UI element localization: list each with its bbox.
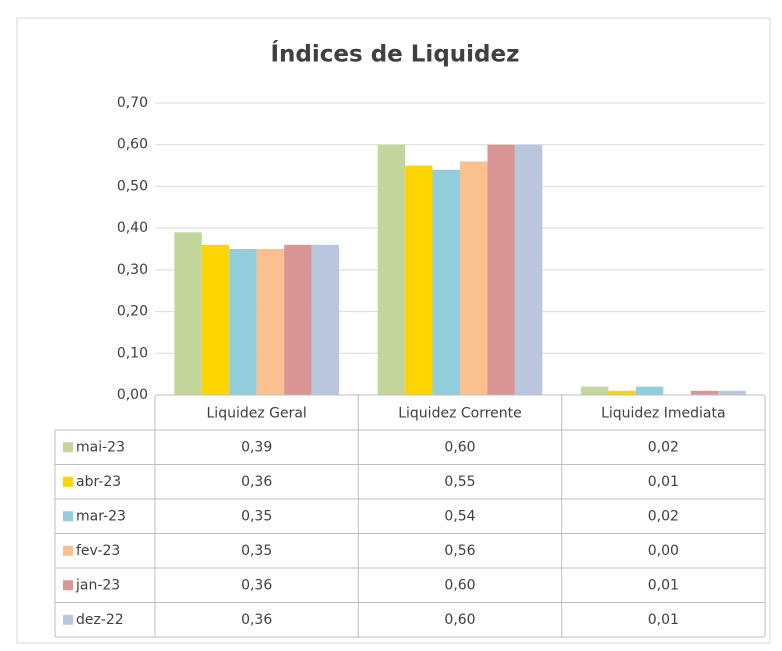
bar	[718, 390, 746, 395]
table-value: 0,60	[444, 612, 475, 628]
y-tick-label: 0,70	[117, 95, 148, 111]
bar	[432, 169, 460, 395]
bar	[690, 390, 719, 395]
table-value: 0,36	[241, 577, 272, 593]
table-value: 0,56	[444, 543, 475, 559]
legend-key	[63, 580, 73, 591]
bar	[174, 232, 202, 395]
bar	[405, 165, 433, 395]
bar	[311, 244, 340, 395]
bar	[201, 244, 230, 395]
y-tick-label: 0,60	[117, 137, 148, 153]
table-value: 0,60	[444, 439, 475, 455]
table-value: 0,02	[648, 439, 679, 455]
legend-key	[63, 442, 73, 453]
bar	[580, 386, 609, 395]
bar	[514, 144, 543, 395]
category-label: Liquidez Corrente	[398, 406, 522, 422]
category-label: Liquidez Geral	[207, 406, 307, 422]
legend-key	[63, 614, 73, 625]
legend-label: dez-22	[76, 612, 124, 628]
bar	[608, 390, 636, 395]
table-value: 0,60	[444, 577, 475, 593]
bar	[256, 249, 285, 395]
y-tick-label: 0,50	[117, 178, 148, 194]
y-tick-label: 0,10	[117, 345, 148, 361]
table-value: 0,01	[648, 577, 679, 593]
table-value: 0,55	[444, 474, 475, 490]
table-value: 0,01	[648, 612, 679, 628]
table-value: 0,35	[241, 543, 272, 559]
bar	[229, 249, 257, 395]
category-label: Liquidez Imediata	[601, 406, 725, 422]
bar	[284, 244, 312, 395]
legend-label: mar-23	[76, 508, 126, 524]
y-tick-label: 0,20	[117, 304, 148, 320]
chart-title: Índices de Liquidez	[271, 40, 520, 68]
legend-key	[63, 511, 73, 522]
table-value: 0,54	[444, 508, 475, 524]
legend-key	[63, 476, 73, 487]
table-value: 0,00	[648, 543, 679, 559]
table-value: 0,02	[648, 508, 679, 524]
y-tick-label: 0,40	[117, 220, 148, 236]
legend-label: fev-23	[76, 543, 120, 559]
y-tick-label: 0,00	[117, 387, 148, 403]
bar	[635, 386, 664, 395]
table-value: 0,35	[241, 508, 272, 524]
legend-key	[63, 545, 73, 556]
table-value: 0,39	[241, 439, 272, 455]
table-value: 0,36	[241, 612, 272, 628]
table-value: 0,36	[241, 474, 272, 490]
legend-label: mai-23	[76, 439, 125, 455]
bar	[460, 161, 488, 395]
legend-label: jan-23	[75, 577, 120, 593]
table-value: 0,01	[648, 474, 679, 490]
legend-label: abr-23	[76, 474, 121, 490]
bar	[377, 144, 406, 395]
bar	[487, 144, 515, 395]
y-tick-label: 0,30	[117, 262, 148, 278]
